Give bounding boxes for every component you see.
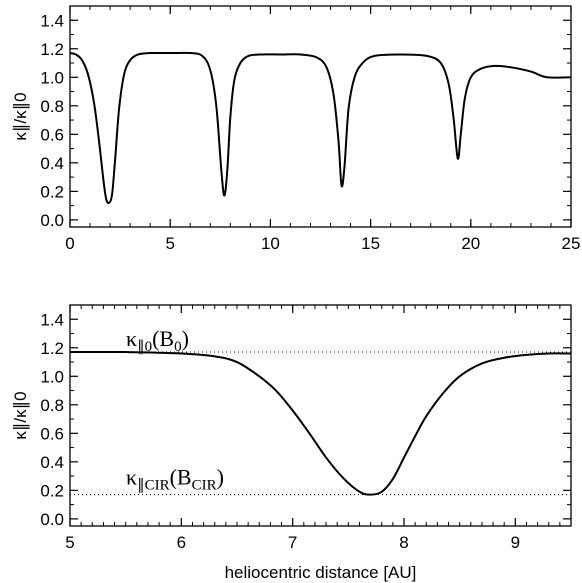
annotation-kappa0: κ∥0(B0)	[126, 326, 189, 355]
annotation-kappaCIR-arg: CIR	[192, 478, 217, 494]
top-plot-frame	[69, 5, 572, 228]
bottom-x-tick-label: 5	[65, 533, 74, 552]
annotation-kappaCIR-main: κ	[126, 465, 137, 490]
annotation-kappa0-close: )	[182, 326, 189, 351]
bottom-y-tick-label: 1.4	[40, 310, 64, 329]
bottom-y-tick-label: 0.8	[40, 396, 64, 415]
top-x-tick-label: 15	[361, 234, 380, 253]
annotation-kappa0-open: (B	[152, 326, 174, 351]
bottom-panel: 5 6 7 8 9 0.0 0.2 0.4 0.6 0.8 1.0 1.2 1.4 κ∥/κ∥0 hel…	[11, 304, 572, 582]
bottom-x-axis-label: heliocentric distance [AU]	[225, 563, 417, 582]
top-ticks: 0 5 10 15 20 25 0.0 0.2 0.4 0.6 0.8 1.0 1.2 1.4	[40, 5, 581, 253]
bottom-x-tick-label: 8	[399, 533, 408, 552]
bottom-plot-frame	[69, 304, 572, 527]
annotation-kappaCIR-close: )	[217, 465, 224, 490]
top-panel: 0 5 10 15 20 25 0.0 0.2 0.4 0.6 0.8 1.0 1.2 1.4 κ∥/κ∥…	[11, 5, 581, 253]
top-x-tick-label: 10	[261, 234, 280, 253]
top-x-tick-label: 20	[461, 234, 480, 253]
top-y-tick-label: 0.4	[40, 154, 64, 173]
bottom-y-tick-label: 0.2	[40, 481, 64, 500]
top-x-tick-label: 25	[562, 234, 581, 253]
bottom-y-tick-label: 0.0	[40, 510, 64, 529]
bottom-y-tick-label: 1.2	[40, 339, 64, 358]
bottom-y-tick-label: 0.4	[40, 453, 64, 472]
bottom-series-line	[69, 350, 572, 496]
top-y-tick-label: 0.8	[40, 97, 64, 116]
top-y-tick-label: 1.2	[40, 40, 64, 59]
top-y-tick-label: 1.0	[40, 68, 64, 87]
bottom-y-tick-label: 0.6	[40, 424, 64, 443]
top-y-tick-label: 1.4	[40, 11, 64, 30]
top-y-axis-label: κ∥/κ∥0	[11, 92, 30, 140]
top-y-tick-label: 0.0	[40, 211, 64, 230]
bottom-ticks: 5 6 7 8 9 0.0 0.2 0.4 0.6 0.8 1.0 1.2 1.4	[40, 304, 572, 552]
annotation-kappaCIR: κ∥CIR(BCIR)	[126, 465, 224, 494]
bottom-x-tick-label: 9	[511, 533, 520, 552]
bottom-x-tick-label: 7	[288, 533, 297, 552]
top-y-tick-label: 0.2	[40, 182, 64, 201]
annotation-kappa0-sub: ∥0	[137, 339, 152, 355]
annotation-kappaCIR-sub: ∥CIR	[137, 478, 170, 494]
bottom-y-tick-label: 1.0	[40, 367, 64, 386]
bottom-y-axis-label: κ∥/κ∥0	[11, 391, 30, 439]
top-x-tick-label: 0	[65, 234, 74, 253]
annotation-kappaCIR-open: (B	[170, 465, 192, 490]
top-y-tick-label: 0.6	[40, 125, 64, 144]
annotation-kappa0-arg: 0	[174, 339, 182, 355]
annotation-kappa0-main: κ	[126, 326, 137, 351]
top-x-tick-label: 5	[165, 234, 174, 253]
top-series-line	[69, 51, 572, 204]
bottom-x-tick-label: 6	[177, 533, 186, 552]
